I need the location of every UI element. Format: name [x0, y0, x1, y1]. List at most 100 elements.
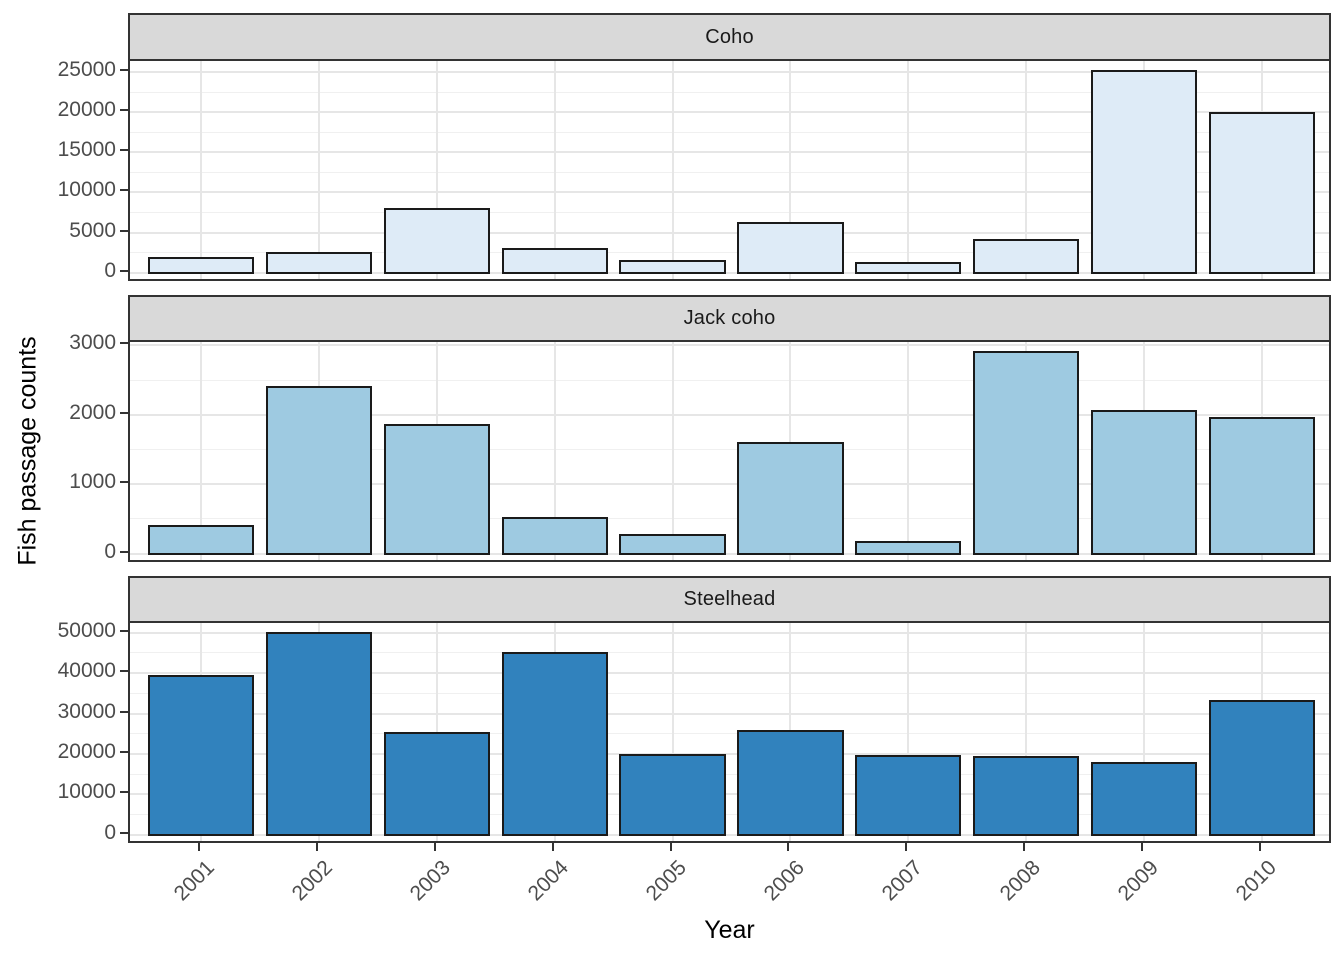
minor-gridline: [130, 652, 1329, 654]
bar-steelhead-2003: [383, 731, 490, 836]
x-tick-label: 2007: [877, 856, 927, 906]
major-gridline: [130, 191, 1329, 194]
y-tick-mark: [120, 269, 128, 272]
facet-panel-steelhead: [128, 621, 1331, 843]
x-tick-label: 2001: [169, 856, 220, 906]
bar-coho-2001: [147, 257, 254, 274]
y-axis-title: Fish passage counts: [13, 336, 42, 566]
major-gridline: [130, 271, 1329, 274]
bar-coho-2009: [1091, 70, 1198, 274]
minor-gridline: [130, 692, 1329, 694]
y-tick-mark: [120, 710, 128, 713]
major-gridline: [130, 793, 1329, 796]
bar-steelhead-2006: [737, 730, 844, 836]
major-gridline: [130, 413, 1329, 416]
vertical-gridline: [1143, 623, 1146, 841]
y-tick-label: 5000: [69, 218, 116, 242]
y-tick-mark: [120, 189, 128, 192]
x-tick-mark: [669, 843, 672, 851]
minor-gridline: [130, 91, 1329, 93]
y-tick-mark: [120, 109, 128, 112]
y-tick-label: 30000: [57, 699, 116, 723]
minor-gridline: [130, 814, 1329, 816]
facet-strip-jack-coho: Jack coho: [128, 295, 1331, 340]
bar-jack-coho-2006: [737, 441, 844, 555]
bar-coho-2004: [501, 247, 608, 274]
x-tick-mark: [1259, 843, 1262, 851]
vertical-gridline: [907, 623, 910, 841]
major-gridline: [130, 151, 1329, 154]
bar-coho-2006: [737, 221, 844, 274]
x-tick-label: 2006: [759, 856, 809, 906]
bar-jack-coho-2008: [973, 351, 1080, 555]
minor-gridline: [130, 211, 1329, 213]
y-tick-label: 0: [104, 820, 116, 844]
x-tick-label: 2009: [1113, 856, 1163, 906]
vertical-gridline: [553, 61, 556, 279]
x-tick-mark: [1023, 843, 1026, 851]
major-gridline: [130, 344, 1329, 347]
x-tick-mark: [1141, 843, 1144, 851]
vertical-gridline: [907, 61, 910, 279]
bar-coho-2007: [855, 261, 962, 274]
y-tick-label: 2000: [69, 400, 116, 424]
bar-jack-coho-2002: [265, 386, 372, 555]
facet-strip-coho: Coho: [128, 13, 1331, 59]
x-tick-mark: [551, 843, 554, 851]
minor-gridline: [130, 773, 1329, 775]
bar-coho-2008: [973, 238, 1080, 274]
major-gridline: [130, 631, 1329, 634]
major-gridline: [130, 833, 1329, 836]
y-tick-label: 15000: [57, 138, 116, 162]
x-tick-label: 2010: [1231, 856, 1281, 906]
bar-jack-coho-2005: [619, 533, 726, 555]
facet-strip-steelhead: Steelhead: [128, 576, 1331, 621]
x-tick-label: 2008: [995, 856, 1045, 906]
vertical-gridline: [435, 61, 438, 279]
vertical-gridline: [199, 342, 202, 560]
x-axis-title: Year: [704, 916, 755, 944]
bar-steelhead-2007: [855, 755, 962, 836]
bar-steelhead-2004: [501, 652, 608, 836]
vertical-gridline: [671, 342, 674, 560]
vertical-gridline: [671, 623, 674, 841]
minor-gridline: [130, 733, 1329, 735]
major-gridline: [130, 111, 1329, 114]
y-tick-label: 10000: [57, 178, 116, 202]
vertical-gridline: [1025, 623, 1028, 841]
facet-title: Steelhead: [683, 588, 776, 610]
bar-coho-2005: [619, 259, 726, 274]
minor-gridline: [130, 379, 1329, 381]
minor-gridline: [130, 518, 1329, 520]
minor-gridline: [130, 252, 1329, 254]
y-tick-label: 0: [104, 539, 116, 563]
x-tick-mark: [315, 843, 318, 851]
y-tick-mark: [120, 629, 128, 632]
y-tick-mark: [120, 481, 128, 484]
x-tick-label: 2005: [641, 856, 691, 906]
bar-jack-coho-2003: [383, 424, 490, 555]
facet-title: Jack coho: [683, 307, 776, 329]
bar-steelhead-2008: [973, 756, 1080, 836]
y-tick-mark: [120, 831, 128, 834]
facet-title: Coho: [705, 25, 754, 48]
x-tick-label: 2003: [405, 856, 455, 906]
y-tick-label: 25000: [57, 58, 116, 82]
vertical-gridline: [1025, 61, 1028, 279]
y-tick-label: 50000: [57, 618, 116, 642]
y-tick-mark: [120, 229, 128, 232]
bar-steelhead-2010: [1209, 699, 1316, 836]
y-tick-mark: [120, 791, 128, 794]
minor-gridline: [130, 171, 1329, 173]
bar-jack-coho-2010: [1209, 417, 1316, 555]
x-tick-mark: [787, 843, 790, 851]
x-tick-mark: [197, 843, 200, 851]
y-tick-label: 40000: [57, 659, 116, 683]
x-tick-mark: [905, 843, 908, 851]
x-tick-label: 2004: [523, 856, 573, 906]
facet-panel-jack-coho: [128, 340, 1331, 562]
bar-coho-2010: [1209, 112, 1316, 274]
y-tick-label: 20000: [57, 740, 116, 764]
y-tick-label: 1000: [69, 470, 116, 494]
